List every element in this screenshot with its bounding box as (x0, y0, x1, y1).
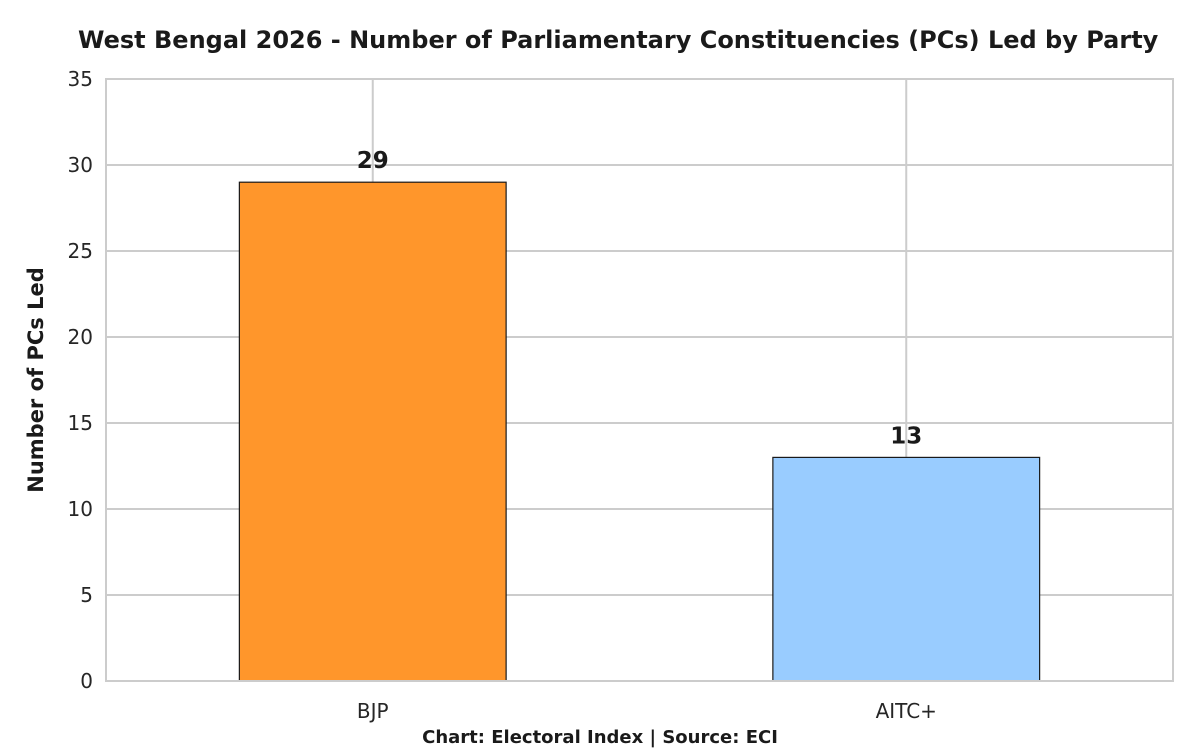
bar-bjp (238, 181, 507, 682)
chart-title: West Bengal 2026 - Number of Parliamenta… (78, 26, 1159, 54)
x-tick-label: BJP (357, 699, 389, 723)
plot-area-frame (105, 78, 1174, 682)
chart-footer: Chart: Electoral Index | Source: ECI (422, 727, 778, 748)
y-tick-label: 20 (68, 325, 93, 349)
y-tick-label: 35 (68, 67, 93, 91)
y-tick-label: 25 (68, 239, 93, 263)
x-tick-label: AITC+ (876, 699, 937, 723)
x-axis-ticks: BJP AITC+ (357, 699, 937, 723)
y-tick-label: 10 (68, 497, 93, 521)
data-label: 13 (890, 423, 922, 449)
bar-aitc (772, 456, 1041, 682)
y-tick-label: 0 (80, 669, 93, 693)
y-tick-label: 30 (68, 153, 93, 177)
y-tick-label: 5 (80, 583, 93, 607)
data-label: 29 (357, 148, 389, 174)
y-axis-label: Number of PCs Led (24, 267, 48, 493)
data-labels: 29 13 (357, 148, 923, 449)
bars (238, 181, 1041, 682)
y-tick-label: 15 (68, 411, 93, 435)
y-axis-ticks: 0 5 10 15 20 25 30 35 (68, 67, 93, 693)
